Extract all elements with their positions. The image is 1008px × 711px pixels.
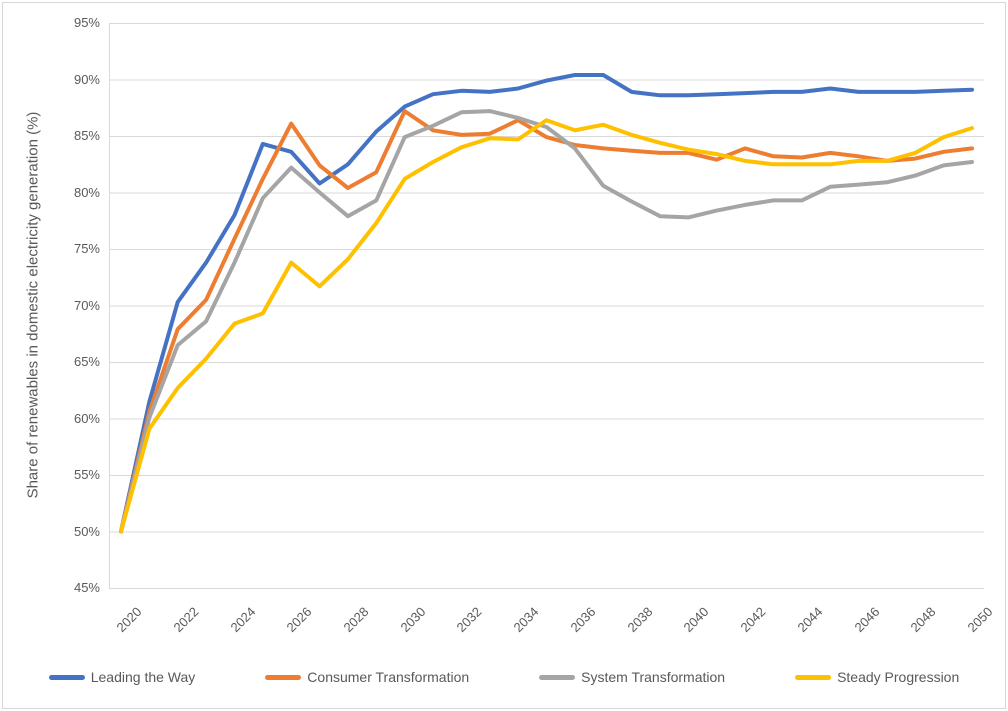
legend-line-marker: [795, 674, 832, 680]
line-chart-plot: [109, 23, 984, 589]
series-line-consumer-transformation: [119, 109, 974, 534]
series-line-leading-the-way: [119, 73, 974, 534]
y-tick-label: 60%: [73, 410, 100, 426]
legend-item-leading-the-way: Leading the Way: [48, 669, 196, 685]
chart-legend: Leading the Way Consumer Transformation …: [0, 662, 1008, 692]
series-line-steady-progression: [119, 118, 974, 534]
y-tick-label: 85%: [73, 128, 100, 143]
y-tick-label: 65%: [73, 354, 100, 369]
legend-line-marker: [539, 674, 576, 680]
legend-label: Consumer Transformation: [307, 669, 470, 685]
y-tick-label: 55%: [73, 467, 100, 482]
legend-line-marker: [265, 674, 302, 680]
legend-line-marker: [48, 674, 85, 680]
series-line-system-transformation: [119, 109, 974, 534]
legend-label: Steady Progression: [837, 669, 960, 685]
legend-item-consumer-transformation: Consumer Transformation: [265, 669, 469, 685]
y-tick-label: 70%: [73, 297, 100, 313]
y-tick-label: 95%: [73, 15, 100, 30]
legend-label: System Transformation: [581, 669, 726, 685]
y-tick-label: 50%: [73, 523, 100, 539]
y-tick-label: 80%: [73, 184, 100, 200]
legend-item-steady-progression: Steady Progression: [795, 669, 959, 685]
legend-item-system-transformation: System Transformation: [539, 669, 725, 685]
y-axis-title: Share of renewables in domestic electric…: [24, 111, 42, 499]
y-tick-label: 45%: [73, 580, 100, 595]
y-tick-label: 75%: [73, 241, 100, 256]
y-tick-label: 90%: [73, 71, 100, 87]
legend-label: Leading the Way: [90, 669, 196, 685]
